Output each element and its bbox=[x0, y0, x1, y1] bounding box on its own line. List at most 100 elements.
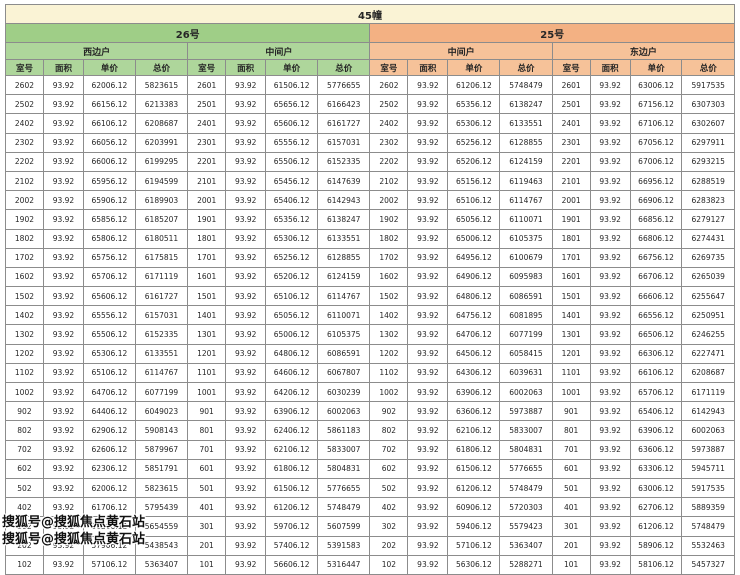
unit-price-cell: 65856.12 bbox=[83, 209, 136, 230]
area-cell: 93.92 bbox=[225, 343, 267, 364]
unit-price-cell: 63906.12 bbox=[447, 381, 501, 403]
total-price-cell: 6171119 bbox=[681, 381, 735, 403]
area-cell: 93.92 bbox=[225, 516, 267, 537]
total-price-cell: 5879967 bbox=[134, 439, 189, 460]
col-header-unit-price: 单价 bbox=[83, 59, 136, 76]
room-cell: 2402 bbox=[5, 113, 44, 134]
area-cell: 93.92 bbox=[407, 439, 449, 460]
area-cell: 93.92 bbox=[225, 554, 267, 575]
unit-price-cell: 65706.12 bbox=[629, 381, 683, 403]
area-cell: 93.92 bbox=[407, 324, 449, 345]
total-price-cell: 6067807 bbox=[316, 362, 371, 384]
unit-price-cell: 65506.12 bbox=[83, 324, 136, 345]
room-cell: 201 bbox=[187, 535, 227, 556]
area-cell: 93.92 bbox=[42, 381, 85, 403]
total-price-cell: 6077199 bbox=[134, 381, 189, 403]
total-price-cell: 6283823 bbox=[681, 190, 735, 211]
sohu-watermark: 搜狐号@搜狐焦点黄石站 bbox=[2, 515, 146, 530]
table-row: 702 93.92 62606.12 5879967 701 93.92 62106.12 5… bbox=[5, 439, 735, 460]
area-cell: 93.92 bbox=[407, 401, 449, 422]
room-cell: 1502 bbox=[5, 286, 44, 307]
room-cell: 1001 bbox=[187, 381, 227, 403]
room-cell: 602 bbox=[369, 458, 409, 479]
unit-price-cell: 65306.12 bbox=[265, 228, 318, 249]
total-price-cell: 6081895 bbox=[499, 305, 553, 326]
unit-type-middle-25: 中间户 bbox=[369, 42, 553, 60]
total-price-cell: 5917535 bbox=[681, 477, 735, 499]
total-price-cell: 6077199 bbox=[499, 324, 553, 345]
unit-price-cell: 66106.12 bbox=[629, 362, 683, 384]
area-cell: 93.92 bbox=[225, 439, 267, 460]
unit-price-cell: 65356.12 bbox=[265, 209, 318, 230]
unit-price-cell: 61806.12 bbox=[447, 439, 501, 460]
unit-type-west-26: 西边户 bbox=[4, 42, 189, 60]
area-cell: 93.92 bbox=[589, 190, 631, 211]
area-cell: 93.92 bbox=[407, 151, 449, 172]
col-header-room: 室号 bbox=[5, 59, 44, 76]
table-row: 102 93.92 57106.12 5363407 101 93.92 56606.12 5… bbox=[5, 554, 735, 575]
area-cell: 93.92 bbox=[407, 343, 449, 364]
unit-price-cell: 66006.12 bbox=[83, 151, 136, 172]
room-cell: 2001 bbox=[551, 190, 591, 211]
unit-price-cell: 64706.12 bbox=[447, 324, 501, 345]
room-cell: 702 bbox=[5, 439, 44, 460]
unit-price-cell: 63306.12 bbox=[629, 458, 683, 479]
total-price-cell: 5532463 bbox=[681, 535, 735, 556]
area-cell: 93.92 bbox=[407, 190, 449, 211]
total-price-cell: 6152335 bbox=[134, 324, 189, 345]
table-row: 502 93.92 62006.12 5823615 501 93.92 61506.12 5… bbox=[5, 477, 735, 499]
area-cell: 93.92 bbox=[589, 209, 631, 230]
total-price-cell: 6058415 bbox=[499, 343, 553, 364]
room-cell: 1001 bbox=[551, 381, 591, 403]
area-cell: 93.92 bbox=[407, 381, 449, 403]
total-price-cell: 5776655 bbox=[316, 74, 371, 96]
area-cell: 93.92 bbox=[407, 554, 449, 575]
total-price-cell: 6128855 bbox=[499, 132, 553, 153]
total-price-cell: 5363407 bbox=[134, 554, 189, 575]
area-cell: 93.92 bbox=[407, 497, 449, 518]
room-cell: 1401 bbox=[551, 305, 591, 326]
area-cell: 93.92 bbox=[42, 554, 85, 575]
total-price-cell: 5457327 bbox=[681, 554, 735, 575]
total-price-cell: 5833007 bbox=[499, 420, 553, 441]
unit-price-cell: 65256.12 bbox=[265, 247, 318, 268]
room-cell: 1701 bbox=[187, 247, 227, 268]
area-cell: 93.92 bbox=[589, 381, 631, 403]
room-cell: 601 bbox=[551, 458, 591, 479]
area-cell: 93.92 bbox=[42, 247, 85, 268]
room-cell: 1701 bbox=[551, 247, 591, 268]
area-cell: 93.92 bbox=[42, 209, 85, 230]
table-row: 1202 93.92 65306.12 6133551 1201 93.92 64806.1… bbox=[5, 343, 735, 364]
area-cell: 93.92 bbox=[42, 132, 85, 153]
unit-price-cell: 65306.12 bbox=[83, 343, 136, 364]
area-cell: 93.92 bbox=[225, 190, 267, 211]
table-row: 302 93.92 60206.12 5654559 301 93.92 59706.12 5… bbox=[5, 516, 735, 537]
room-cell: 501 bbox=[551, 477, 591, 499]
area-cell: 93.92 bbox=[225, 74, 267, 96]
unit-price-cell: 61206.12 bbox=[265, 497, 318, 518]
unit-price-cell: 65056.12 bbox=[447, 209, 501, 230]
total-price-cell: 5973887 bbox=[681, 439, 735, 460]
room-cell: 801 bbox=[187, 420, 227, 441]
total-price-cell: 6086591 bbox=[316, 343, 371, 364]
room-cell: 902 bbox=[5, 401, 44, 422]
area-cell: 93.92 bbox=[407, 362, 449, 384]
total-price-cell: 5851791 bbox=[134, 458, 189, 479]
total-price-cell: 6269735 bbox=[681, 247, 735, 268]
room-cell: 2001 bbox=[187, 190, 227, 211]
area-cell: 93.92 bbox=[589, 401, 631, 422]
area-cell: 93.92 bbox=[225, 228, 267, 249]
total-price-cell: 5363407 bbox=[499, 535, 553, 556]
col-header-unit-price: 单价 bbox=[265, 59, 318, 76]
total-price-cell: 5607599 bbox=[316, 516, 371, 537]
column-header-row: 室号 面积 单价 总价 室号 面积 单价 总价 室号 面积 单价 总价 室号 面积 单价 总价 bbox=[5, 59, 735, 76]
table-row: 1902 93.92 65856.12 6185207 1901 93.92 65356.1… bbox=[5, 209, 735, 230]
total-price-cell: 6246255 bbox=[681, 324, 735, 345]
total-price-cell: 6138247 bbox=[316, 209, 371, 230]
total-price-cell: 6114767 bbox=[316, 286, 371, 307]
total-price-cell: 5391583 bbox=[316, 535, 371, 556]
area-cell: 93.92 bbox=[407, 209, 449, 230]
col-header-total-price: 总价 bbox=[316, 59, 371, 76]
total-price-cell: 6095983 bbox=[499, 266, 553, 288]
unit-price-cell: 62006.12 bbox=[83, 74, 136, 96]
